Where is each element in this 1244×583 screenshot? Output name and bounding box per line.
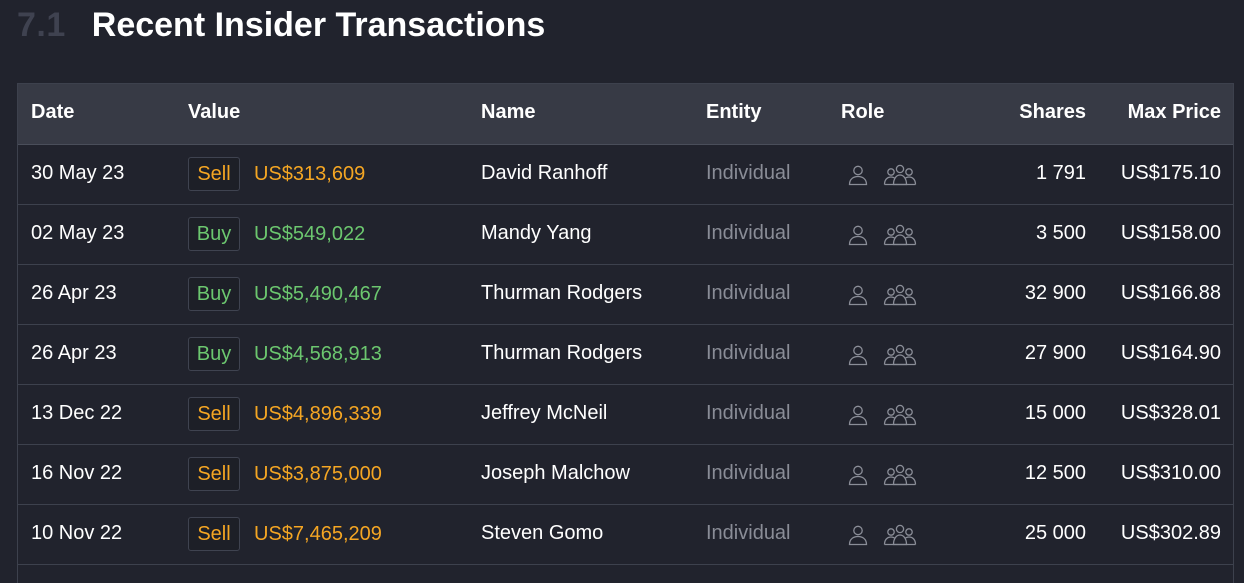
- transaction-value: US$4,568,913: [254, 343, 382, 365]
- person-icon: [847, 524, 869, 546]
- table-row[interactable]: 02 May 23 Buy US$549,022 Mandy Yang Indi…: [18, 205, 1233, 265]
- column-header-entity[interactable]: Entity: [706, 101, 762, 123]
- transaction-type-badge: Buy: [188, 217, 240, 251]
- column-header-role[interactable]: Role: [841, 101, 885, 123]
- role-icons: [847, 282, 917, 308]
- transaction-date: 10 Nov 22: [31, 522, 123, 544]
- transaction-type-badge: Buy: [188, 277, 240, 311]
- transaction-date: 26 Apr 23: [31, 282, 117, 304]
- max-price: US$328.01: [1120, 402, 1221, 424]
- table-row[interactable]: 26 Apr 23 Buy US$5,490,467 Thurman Rodge…: [18, 265, 1233, 325]
- table-row[interactable]: 26 Apr 23 Buy US$4,568,913 Thurman Rodge…: [18, 325, 1233, 385]
- transaction-value: US$3,875,000: [254, 463, 382, 485]
- people-group-icon: [883, 464, 917, 486]
- person-icon: [847, 404, 869, 426]
- entity-type: Individual: [706, 402, 791, 424]
- shares-count: 25 000: [1024, 522, 1086, 544]
- column-header-shares[interactable]: Shares: [1019, 101, 1086, 123]
- column-header-max-price[interactable]: Max Price: [1127, 101, 1221, 123]
- people-group-icon: [883, 404, 917, 426]
- people-group-icon: [883, 224, 917, 246]
- shares-count: 15 000: [1024, 402, 1086, 424]
- insider-name[interactable]: David Ranhoff: [481, 162, 608, 184]
- transaction-value: US$7,465,209: [254, 523, 382, 545]
- people-group-icon: [883, 524, 917, 546]
- shares-count: 32 900: [1024, 282, 1086, 304]
- entity-type: Individual: [706, 162, 791, 184]
- insider-name[interactable]: Mandy Yang: [481, 222, 592, 244]
- person-icon: [847, 284, 869, 306]
- role-icons: [847, 222, 917, 248]
- entity-type: Individual: [706, 222, 791, 244]
- people-group-icon: [883, 284, 917, 306]
- person-icon: [847, 224, 869, 246]
- table-body: 30 May 23 Sell US$313,609 David Ranhoff …: [18, 145, 1233, 565]
- transaction-type-badge: Sell: [188, 457, 240, 491]
- max-price: US$166.88: [1120, 282, 1221, 304]
- role-icons: [847, 462, 917, 488]
- entity-type: Individual: [706, 342, 791, 364]
- table-row[interactable]: 30 May 23 Sell US$313,609 David Ranhoff …: [18, 145, 1233, 205]
- transaction-date: 30 May 23: [31, 162, 125, 184]
- insider-name[interactable]: Thurman Rodgers: [481, 282, 643, 304]
- transaction-type-badge: Sell: [188, 157, 240, 191]
- entity-type: Individual: [706, 522, 791, 544]
- entity-type: Individual: [706, 462, 791, 484]
- transaction-value: US$5,490,467: [254, 283, 382, 305]
- people-group-icon: [883, 164, 917, 186]
- person-icon: [847, 164, 869, 186]
- transaction-date: 02 May 23: [31, 222, 125, 244]
- person-icon: [847, 344, 869, 366]
- insider-name[interactable]: Thurman Rodgers: [481, 342, 643, 364]
- transaction-value: US$549,022: [254, 223, 366, 245]
- insider-name[interactable]: Joseph Malchow: [481, 462, 630, 484]
- transaction-type-badge: Sell: [188, 517, 240, 551]
- transaction-date: 16 Nov 22: [31, 462, 123, 484]
- role-icons: [847, 162, 917, 188]
- role-icons: [847, 402, 917, 428]
- section-title: Recent Insider Transactions: [91, 5, 546, 44]
- max-price: US$310.00: [1120, 462, 1221, 484]
- transaction-value: US$4,896,339: [254, 403, 382, 425]
- entity-type: Individual: [706, 282, 791, 304]
- transaction-date: 13 Dec 22: [31, 402, 123, 424]
- shares-count: 1 791: [1035, 162, 1086, 184]
- table-header: Date Value Name Entity Role Shares Max P…: [18, 84, 1233, 145]
- insider-name[interactable]: Jeffrey McNeil: [481, 402, 608, 424]
- role-icons: [847, 522, 917, 548]
- table-row[interactable]: 10 Nov 22 Sell US$7,465,209 Steven Gomo …: [18, 505, 1233, 565]
- max-price: US$158.00: [1120, 222, 1221, 244]
- person-icon: [847, 464, 869, 486]
- column-header-name[interactable]: Name: [481, 101, 536, 123]
- transaction-type-badge: Buy: [188, 337, 240, 371]
- transaction-value: US$313,609: [254, 163, 366, 185]
- column-header-date[interactable]: Date: [31, 101, 75, 123]
- section-heading: 7.1 Recent Insider Transactions: [17, 2, 545, 48]
- max-price: US$302.89: [1120, 522, 1221, 544]
- max-price: US$164.90: [1120, 342, 1221, 364]
- max-price: US$175.10: [1120, 162, 1221, 184]
- insider-name[interactable]: Steven Gomo: [481, 522, 604, 544]
- transaction-type-badge: Sell: [188, 397, 240, 431]
- table-row[interactable]: 13 Dec 22 Sell US$4,896,339 Jeffrey McNe…: [18, 385, 1233, 445]
- section-number: 7.1: [17, 5, 66, 44]
- shares-count: 12 500: [1024, 462, 1086, 484]
- transaction-date: 26 Apr 23: [31, 342, 117, 364]
- role-icons: [847, 342, 917, 368]
- people-group-icon: [883, 344, 917, 366]
- shares-count: 27 900: [1024, 342, 1086, 364]
- shares-count: 3 500: [1035, 222, 1086, 244]
- table-row[interactable]: 16 Nov 22 Sell US$3,875,000 Joseph Malch…: [18, 445, 1233, 505]
- insider-transactions-table: Date Value Name Entity Role Shares Max P…: [17, 83, 1234, 583]
- column-header-value[interactable]: Value: [188, 101, 241, 123]
